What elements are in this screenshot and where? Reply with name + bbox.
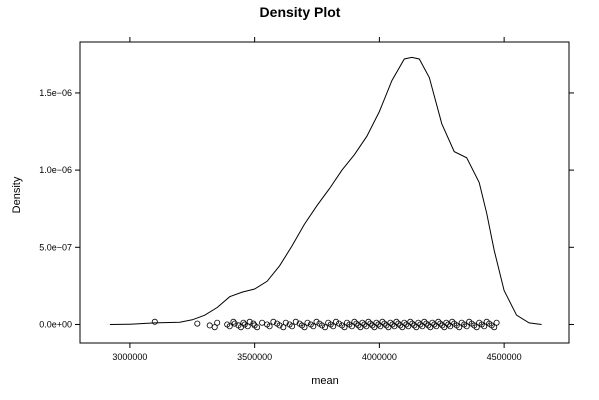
rug-point: [395, 320, 402, 327]
rug-point: [437, 320, 444, 327]
rug-point: [266, 323, 273, 330]
rug-point: [456, 324, 463, 331]
rug-point: [401, 319, 408, 326]
rug-point: [151, 318, 158, 325]
rug-point: [241, 321, 248, 328]
rug-point: [381, 320, 388, 327]
rug-point: [429, 319, 436, 326]
rug-point: [246, 318, 253, 325]
rug-point: [211, 324, 218, 331]
plot-frame: [79, 41, 570, 344]
rug-point: [365, 318, 372, 325]
rug-point: [361, 321, 368, 328]
rug-point: [383, 322, 390, 329]
rug-point: [259, 319, 266, 326]
rug-point: [463, 323, 470, 330]
rug-point: [318, 322, 325, 329]
rug-point: [367, 320, 374, 327]
rug-point: [439, 322, 446, 329]
rug-point: [276, 322, 283, 329]
rug-point: [280, 324, 287, 331]
rug-point: [240, 319, 247, 326]
rug-point: [423, 320, 430, 327]
rug-point: [313, 318, 320, 325]
rug-point: [330, 323, 337, 330]
rug-point: [359, 319, 366, 326]
rug-point: [214, 319, 221, 326]
rug-point: [373, 319, 380, 326]
rug-point: [289, 323, 296, 330]
rug-point: [389, 321, 396, 328]
rug-point: [445, 321, 452, 328]
rug-point: [493, 319, 500, 326]
rug-point: [369, 322, 376, 329]
x-tick-label: 4000000: [362, 352, 397, 362]
rug-point: [425, 322, 432, 329]
rug-point: [481, 323, 488, 330]
rug-point: [435, 318, 442, 325]
rug-point: [254, 324, 261, 331]
rug-point: [473, 324, 480, 331]
rug-point: [292, 318, 299, 325]
rug-point: [421, 318, 428, 325]
rug-point: [250, 320, 257, 327]
rug-point: [348, 323, 355, 330]
rug-point: [341, 324, 348, 331]
rug-point: [449, 318, 456, 325]
rug-point: [282, 319, 289, 326]
rug-point: [403, 321, 410, 328]
rug-point: [226, 323, 233, 330]
y-tick-label: 1.5e−06: [39, 88, 72, 98]
y-tick-label: 0.0e+00: [39, 319, 72, 329]
rug-point: [417, 321, 424, 328]
rug-point: [194, 320, 201, 327]
y-tick-label: 1.0e−06: [39, 165, 72, 175]
y-tick-label: 5.0e−07: [39, 242, 72, 252]
x-axis-label: mean: [311, 375, 339, 387]
rug-point: [231, 320, 238, 327]
rug-point: [230, 318, 237, 325]
rug-point: [270, 318, 277, 325]
x-tick-label: 3000000: [112, 352, 147, 362]
rug-point: [351, 318, 358, 325]
plot-area: 3000000 3500000 4000000 4500000 0.0e+00 5.0e−…: [39, 37, 574, 362]
rug-point: [304, 319, 311, 326]
rug-point: [443, 319, 450, 326]
y-axis-label: Density: [11, 176, 23, 213]
rug-point: [411, 322, 418, 329]
rug-point: [379, 318, 386, 325]
x-tick-label: 4500000: [487, 352, 522, 362]
rug-point: [206, 322, 213, 329]
rug-point: [321, 324, 328, 331]
rug-point: [407, 318, 414, 325]
rug-point: [409, 320, 416, 327]
rug-point: [491, 324, 498, 331]
rug-point: [415, 319, 422, 326]
rug-point: [387, 319, 394, 326]
density-curve: [109, 56, 542, 325]
rug-point: [431, 321, 438, 328]
chart-title: Density Plot: [260, 4, 341, 20]
rug-point: [353, 320, 360, 327]
rug-point: [332, 318, 339, 325]
rug-point: [375, 321, 382, 328]
x-tick-label: 3500000: [237, 352, 272, 362]
rug-point: [335, 320, 342, 327]
rug-point: [355, 322, 362, 329]
rug-point: [301, 324, 308, 331]
rug-point: [397, 322, 404, 329]
rug-point: [310, 323, 317, 330]
rug-point: [393, 318, 400, 325]
